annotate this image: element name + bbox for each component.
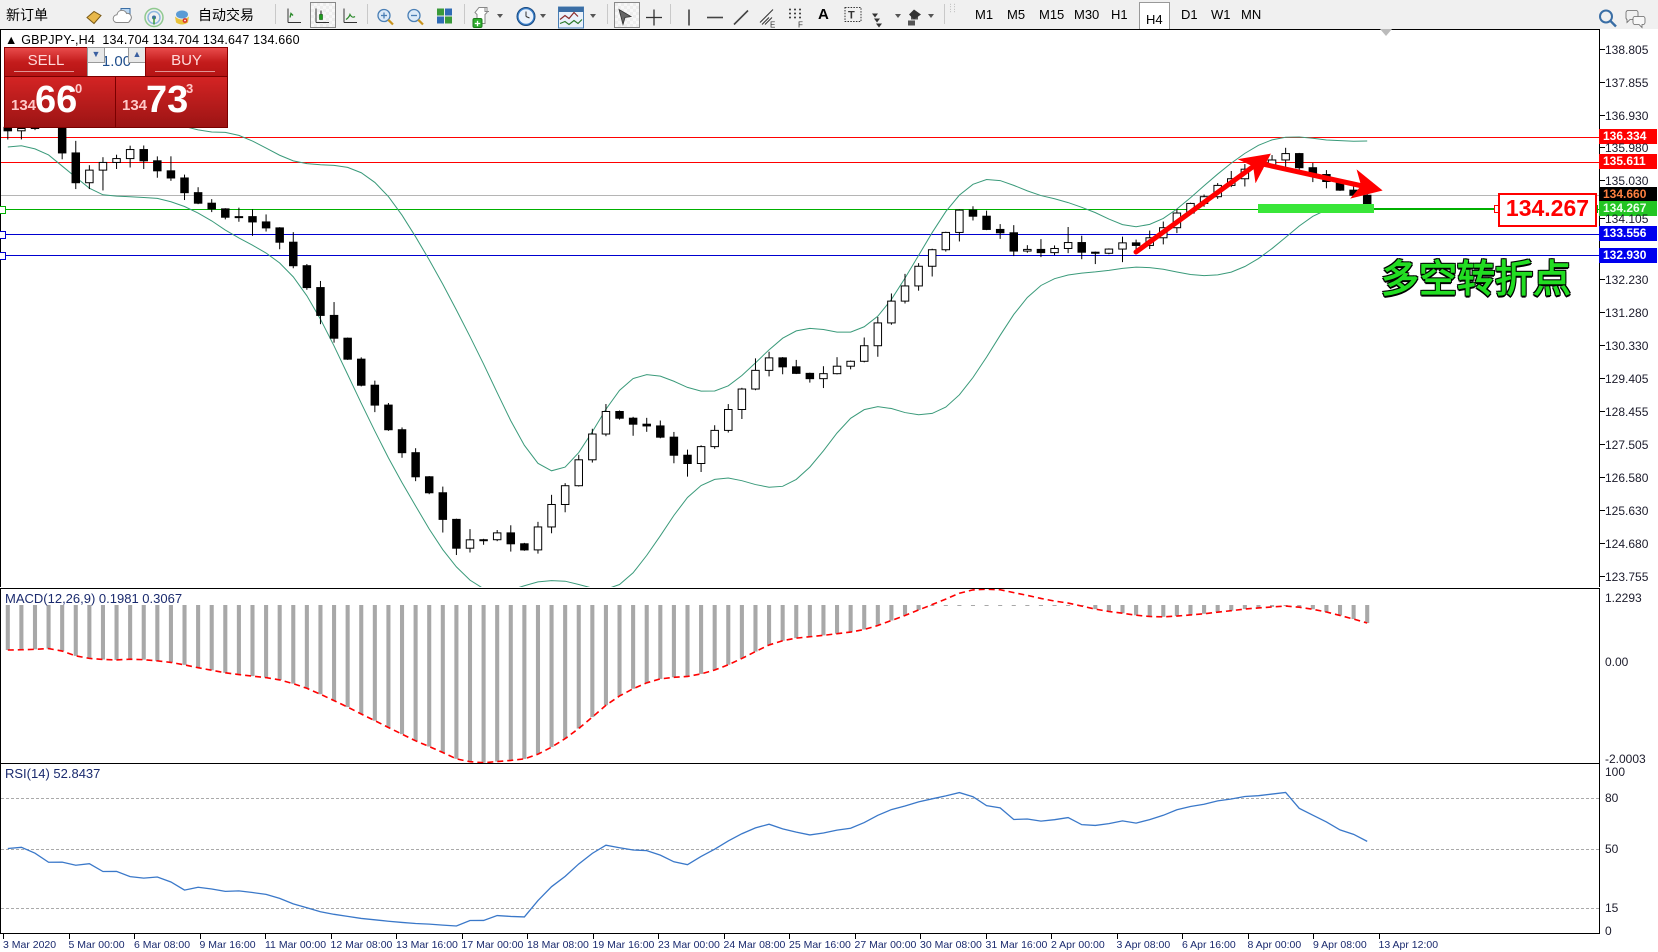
svg-text:T: T <box>848 10 855 22</box>
